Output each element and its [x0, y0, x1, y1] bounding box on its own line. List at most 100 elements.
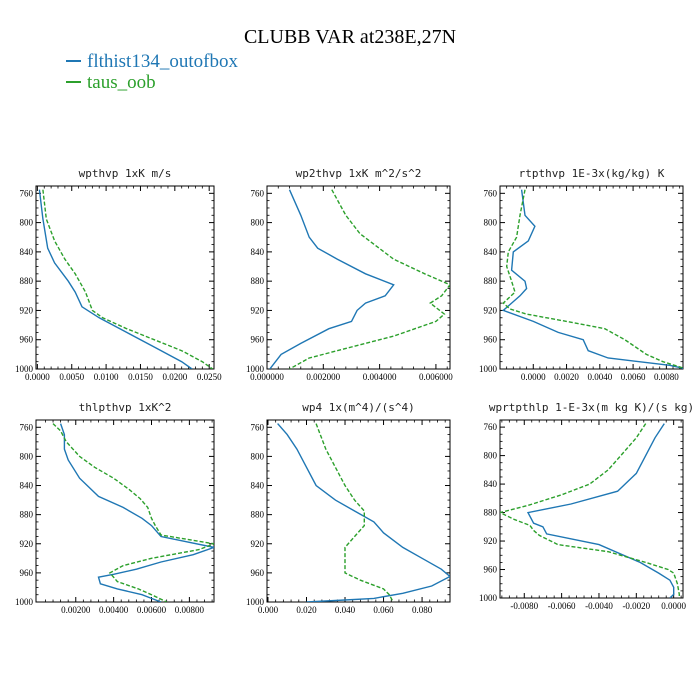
page-title: CLUBB VAR at238E,27N: [243, 26, 457, 48]
legend-swatch-green: [66, 80, 81, 83]
x-tick-label: 0.00200: [61, 605, 91, 615]
x-tick-label: -0.0020: [622, 601, 650, 611]
y-tick-label: 1000: [15, 364, 34, 374]
y-tick-label: 880: [484, 508, 498, 518]
series-line-flthist134: [526, 423, 675, 598]
series-line-flthist134: [277, 423, 450, 602]
x-tick-label: 0.002000: [306, 372, 340, 382]
x-tick-label: 0.0020: [554, 372, 579, 382]
y-tick-label: 760: [20, 422, 34, 432]
x-tick-label: 0.0040: [587, 372, 612, 382]
y-tick-label: 880: [251, 276, 265, 286]
y-tick-label: 800: [484, 451, 498, 461]
chart-panel-5: wp4 1x(m^4)/(s^4)76080084088092096010000…: [246, 401, 451, 615]
legend-entry-taus-oob: taus_oob: [66, 72, 156, 94]
y-tick-label: 920: [484, 305, 498, 315]
series-line-taus-oob: [315, 423, 394, 602]
y-tick-label: 840: [20, 481, 34, 491]
series-line-taus-oob: [500, 423, 680, 598]
series-line-taus-oob: [289, 189, 450, 369]
series-line-flthist134: [269, 189, 395, 369]
chart-panel-3: rtpthvp 1E-3x(kg/kg) K 760 800 840 880 920 960…: [479, 167, 684, 382]
y-tick-label: 880: [484, 276, 498, 286]
x-tick-label: -0.0080: [510, 601, 538, 611]
x-tick-label: 0.0250: [197, 372, 222, 382]
x-tick-label: 0.0060: [621, 372, 646, 382]
chart-panel-2: wp2thvp 1xK m^2/s^2 760 800 840 880 920 960 100…: [246, 167, 453, 382]
y-tick-label: 920: [251, 539, 265, 549]
y-tick-label: 760: [484, 188, 498, 198]
y-tick-label: 1000: [246, 364, 265, 374]
x-tick-label: 0.00600: [137, 605, 167, 615]
x-tick-label: 0.040: [335, 605, 356, 615]
plot-frame: [499, 185, 684, 370]
plot-frame: [266, 185, 451, 370]
y-tick-label: 1000: [479, 593, 498, 603]
series-line-flthist134: [501, 189, 683, 369]
y-tick-label: 760: [251, 188, 265, 198]
chart-title: wpthvp 1xK m/s: [79, 167, 172, 180]
x-tick-label: 0.000: [258, 605, 279, 615]
y-tick-label: 840: [251, 481, 265, 491]
x-tick-label: 0.060: [373, 605, 394, 615]
y-tick-label: 800: [20, 451, 34, 461]
y-tick-label: 800: [251, 218, 265, 228]
y-tick-label: 840: [484, 247, 498, 257]
chart-title: wprtpthlp 1-E-3x(m kg K)/(s kg): [489, 401, 694, 414]
chart-panel-1: wpthvp 1xK m/s76080084088092096010000.00…: [15, 167, 222, 382]
y-tick-label: 840: [484, 479, 498, 489]
y-tick-label: 1000: [15, 597, 34, 607]
chart-title: wp2thvp 1xK m^2/s^2: [296, 167, 422, 180]
x-tick-label: 0.0080: [654, 372, 679, 382]
x-tick-label: 0.006000: [419, 372, 453, 382]
y-tick-label: 920: [251, 305, 265, 315]
series-line-taus-oob: [52, 423, 214, 602]
x-tick-label: 0.00800: [175, 605, 205, 615]
x-tick-label: 0.0050: [59, 372, 84, 382]
chart-panel-4: thlpthvp 1xK^2 760 800 840 880 920 960 1000 0.00…: [15, 401, 215, 615]
x-tick-label: 0.0150: [128, 372, 153, 382]
chart-title: wp4 1x(m^4)/(s^4): [302, 401, 415, 414]
y-tick-label: 880: [251, 510, 265, 520]
y-tick-label: 920: [484, 536, 498, 546]
y-tick-label: 1000: [479, 364, 498, 374]
legend-label: flthist134_outofbox: [87, 51, 238, 72]
y-tick-label: 960: [251, 568, 265, 578]
y-tick-label: 920: [20, 305, 34, 315]
y-tick-label: 1000: [246, 597, 265, 607]
y-tick-label: 800: [251, 451, 265, 461]
y-tick-label: 800: [484, 218, 498, 228]
x-tick-label: -0.0040: [585, 601, 613, 611]
legend-entry-flthist134: flthist134_outofbox: [66, 51, 238, 73]
x-tick-label: 0.0000: [661, 601, 686, 611]
y-tick-label: 960: [20, 335, 34, 345]
y-tick-label: 960: [251, 335, 265, 345]
y-tick-label: 960: [484, 335, 498, 345]
series-line-taus-oob: [42, 189, 214, 369]
chart-title: thlpthvp 1xK^2: [79, 401, 172, 414]
plot-frame: [266, 419, 451, 603]
y-tick-label: 880: [20, 276, 34, 286]
x-tick-label: 0.0000: [25, 372, 50, 382]
series-line-taus-oob: [502, 189, 683, 369]
y-tick-label: 960: [20, 568, 34, 578]
series-line-flthist134: [38, 189, 193, 369]
y-tick-label: 880: [20, 510, 34, 520]
x-tick-label: 0.0100: [94, 372, 119, 382]
x-tick-label: 0.004000: [363, 372, 397, 382]
x-tick-label: 0.00400: [99, 605, 129, 615]
x-tick-label: -0.0060: [548, 601, 576, 611]
plot-frame: [35, 419, 215, 603]
y-tick-label: 920: [20, 539, 34, 549]
series-line-flthist134: [59, 423, 214, 602]
x-tick-label: 0.0200: [162, 372, 187, 382]
chart-panel-6: wprtpthlp 1-E-3x(m kg K)/(s kg) 760 800 840…: [479, 401, 694, 611]
legend-label: taus_oob: [87, 72, 156, 93]
x-tick-label: 0.080: [412, 605, 433, 615]
y-tick-label: 760: [484, 422, 498, 432]
legend-swatch-blue: [66, 59, 81, 62]
y-tick-label: 840: [20, 247, 34, 257]
y-tick-label: 760: [20, 188, 34, 198]
y-tick-label: 960: [484, 565, 498, 575]
x-tick-label: 0.0000: [521, 372, 546, 382]
